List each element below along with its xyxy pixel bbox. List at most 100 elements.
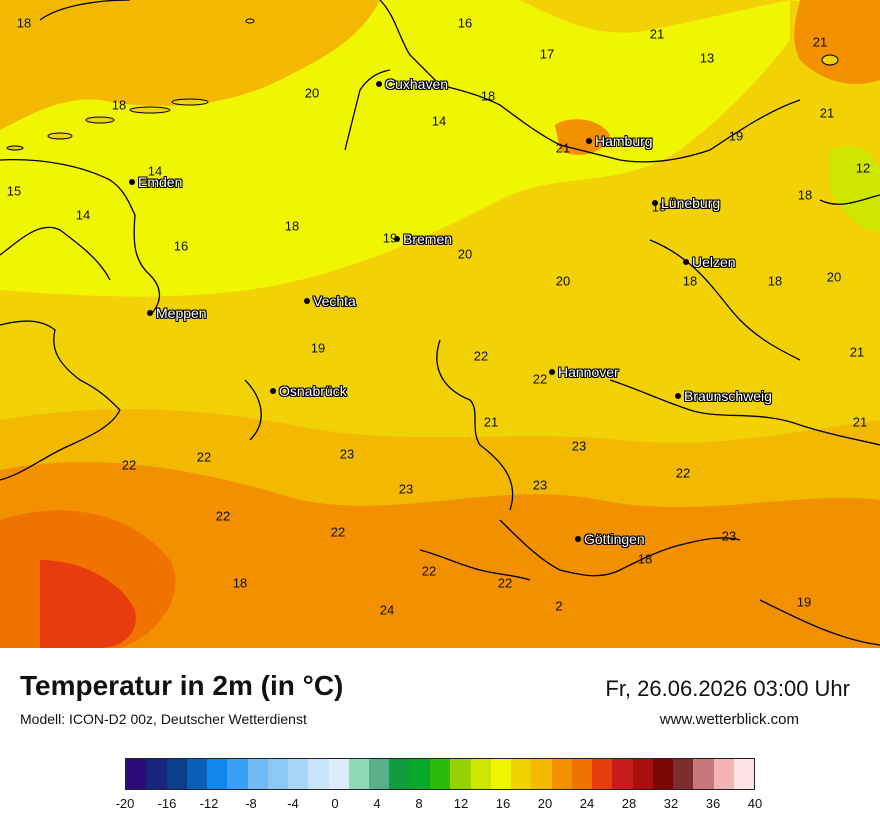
temp-value: 18 [480, 88, 496, 104]
city-marker-lueneburg: Lüneburg [652, 194, 720, 212]
temp-value: 21 [819, 105, 835, 121]
legend-swatch [632, 759, 653, 789]
city-marker-meppen: Meppen [147, 304, 207, 322]
city-marker-braunschweig: Braunschweig [675, 387, 772, 405]
map-title: Temperatur in 2m (in °C) [20, 670, 344, 701]
temp-value: 15 [6, 183, 22, 199]
city-marker-emden: Emden [129, 173, 182, 191]
temp-value: 23 [339, 446, 355, 462]
city-label: Hannover [558, 363, 619, 380]
temp-value: 18 [284, 218, 300, 234]
legend-swatch [126, 759, 147, 789]
legend-swatch [652, 759, 674, 789]
legend-tick-label: 20 [537, 796, 553, 811]
legend-tick-label: 40 [747, 796, 763, 811]
legend-swatch [450, 759, 471, 789]
temp-value: 14 [147, 163, 163, 179]
temp-value: 21 [555, 140, 571, 156]
city-marker-goettingen: Göttingen [575, 530, 645, 548]
city-label: Hamburg [595, 132, 653, 149]
temp-value: 22 [421, 563, 437, 579]
legend-swatch [207, 759, 228, 789]
city-label: Osnabrück [279, 382, 347, 399]
legend-swatch [247, 759, 268, 789]
legend-swatch [348, 759, 370, 789]
temp-value: 21 [649, 26, 665, 42]
legend-tick-label: -8 [245, 796, 257, 811]
legend-tick-label: 24 [579, 796, 595, 811]
city-marker-cuxhaven: Cuxhaven [376, 75, 448, 93]
temp-value: 14 [431, 113, 447, 129]
legend-swatch [733, 759, 755, 789]
temp-value: 13 [699, 50, 715, 66]
legend-swatch [713, 759, 734, 789]
legend-swatch [369, 759, 390, 789]
legend-tick-label: 4 [373, 796, 381, 811]
temp-value: 2 [555, 598, 563, 614]
city-dot [586, 137, 592, 144]
city-dot [652, 199, 658, 206]
legend-swatch [409, 759, 430, 789]
temperature-map: 18 16 21 17 21 13 18 20 14 18 21 21 19 1… [0, 0, 880, 648]
legend-swatch [308, 759, 329, 789]
temp-value: 19 [796, 594, 812, 610]
temp-value: 22 [196, 449, 212, 465]
legend-swatch [146, 759, 167, 789]
temp-value: 21 [483, 414, 499, 430]
temp-value: 18 [16, 15, 32, 31]
city-dot [549, 368, 555, 375]
city-dot [394, 235, 400, 242]
temp-value: 20 [304, 85, 320, 101]
city-marker-osnabrueck: Osnabrück [270, 382, 347, 400]
city-marker-uelzen: Uelzen [683, 253, 736, 271]
legend-swatch [227, 759, 248, 789]
temp-value: 22 [121, 457, 137, 473]
city-dot [147, 309, 153, 316]
map-background [0, 0, 880, 648]
temp-value: 23 [398, 481, 414, 497]
legend-tick-label: 12 [453, 796, 469, 811]
legend-swatch [551, 759, 572, 789]
city-label: Cuxhaven [385, 75, 449, 92]
city-dot [129, 178, 135, 185]
legend-swatch [673, 759, 694, 789]
legend-tick-label: 36 [705, 796, 721, 811]
temp-value: 21 [812, 34, 828, 50]
legend-tick-label: -20 [115, 796, 135, 811]
legend-swatch [490, 759, 512, 789]
city-marker-hannover: Hannover [549, 363, 619, 381]
city-dot [270, 387, 276, 394]
legend-swatch [288, 759, 309, 789]
city-label: Meppen [156, 304, 207, 321]
legend-tick-label: 0 [331, 796, 339, 811]
temp-value: 16 [457, 15, 473, 31]
city-label: Vechta [313, 292, 356, 309]
temp-value: 19 [728, 128, 744, 144]
legend-swatch [511, 759, 532, 789]
city-dot [376, 80, 382, 87]
temp-value: 23 [721, 528, 737, 544]
temp-value: 18 [232, 575, 248, 591]
temp-value: 19 [382, 230, 398, 246]
legend-swatch [429, 759, 451, 789]
city-label: Braunschweig [684, 387, 772, 404]
legend-swatch [328, 759, 349, 789]
temp-value: 22 [330, 524, 346, 540]
website-link[interactable]: www.wetterblick.com [659, 711, 799, 728]
temp-value: 23 [532, 477, 548, 493]
legend-swatch [166, 759, 187, 789]
city-dot [304, 297, 310, 304]
temp-value: 18 [767, 273, 783, 289]
temp-value: 22 [473, 348, 489, 364]
temp-value: 22 [497, 575, 513, 591]
temp-value: 22 [215, 508, 231, 524]
city-dot [675, 392, 681, 399]
city-label: Göttingen [584, 530, 645, 547]
city-marker-hamburg: Hamburg [586, 132, 653, 150]
city-label: Emden [138, 173, 183, 190]
legend-tick-label: -16 [157, 796, 177, 811]
temp-value: 17 [539, 46, 555, 62]
temp-value: 24 [379, 602, 395, 618]
temp-value: 18 [111, 97, 127, 113]
legend-swatch [531, 759, 552, 789]
